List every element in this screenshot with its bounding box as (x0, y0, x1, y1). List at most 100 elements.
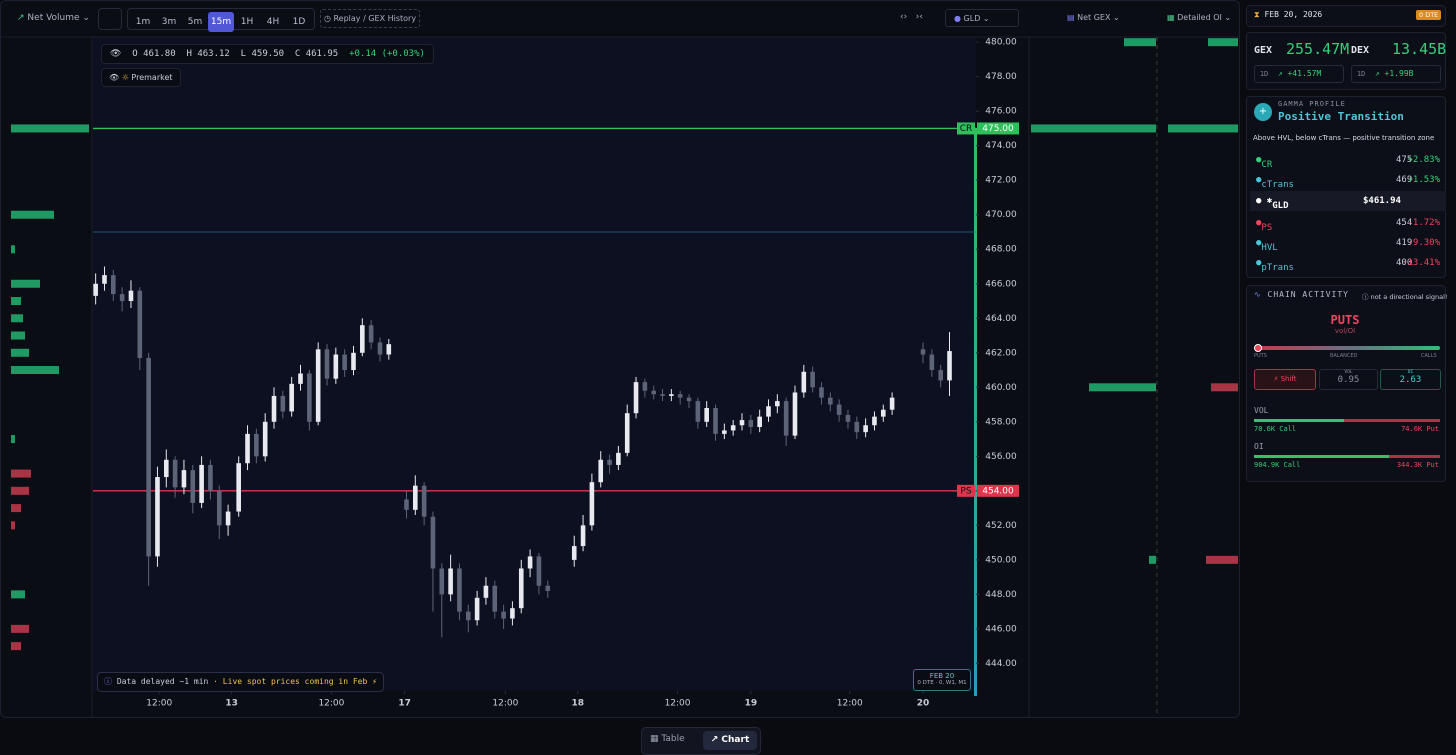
candle-body (518, 568, 524, 609)
level-row: ● CR 475 +2.83% (1256, 155, 1440, 170)
ohlc-key: O (132, 49, 138, 59)
period: 1D (1356, 70, 1366, 78)
y-tick-label: 474.00 (985, 141, 1017, 151)
gex-change-value: +41.57M (1287, 69, 1322, 78)
oi-profile-bar (1206, 555, 1238, 564)
candle-body (766, 406, 771, 417)
candle-body (845, 414, 851, 422)
dex-change: 1D ↗ +1.99B (1351, 65, 1441, 83)
candle-body (792, 392, 798, 436)
level-value: $461.94 (1363, 196, 1401, 206)
timeframe[interactable]: 4H (266, 17, 280, 27)
scale-label: CALLS (1421, 353, 1437, 359)
tab[interactable]: ▦ Table (650, 734, 685, 744)
icon-button[interactable]: ‹› ›‹ (900, 12, 923, 22)
timeframe[interactable]: 15m (208, 12, 234, 32)
candle-body (920, 349, 926, 355)
gamma-card (1246, 96, 1446, 278)
tab-active[interactable]: ↗ Chart (703, 731, 757, 750)
timeframe[interactable]: 5m (187, 17, 203, 27)
gex-change: 1D ↗ +41.57M (1254, 65, 1344, 83)
candle-body (938, 370, 943, 381)
timeframe[interactable]: 1D (292, 17, 306, 27)
timeframe[interactable]: 1H (240, 17, 254, 27)
timeframe[interactable]: 1m (135, 17, 151, 27)
plot-bg (93, 37, 976, 691)
x-tick-label: 18 (572, 699, 585, 709)
vol-title: VOL (1254, 406, 1269, 415)
candle-body (430, 516, 436, 569)
y-tick-label: 458.00 (985, 417, 1017, 427)
gex-profile-bar (1149, 555, 1156, 564)
candle-body (589, 482, 595, 526)
range-bar (974, 128, 977, 696)
oi-view-select[interactable]: ▦ Detailed OI ⌄ (1167, 13, 1232, 22)
indicator-select[interactable]: ↗ Net Volume ⌄ (17, 13, 90, 23)
period: 1D (1259, 70, 1269, 78)
level-value: 475 (1396, 155, 1413, 165)
gex-value: 255.47M (1286, 40, 1350, 58)
shift-chip[interactable]: ⚡ Shift (1254, 369, 1316, 390)
y-tick-label: 478.00 (985, 72, 1017, 82)
net-volume-bar (11, 624, 29, 633)
candle-body (342, 354, 347, 371)
oi-title: OI (1254, 442, 1264, 451)
x-tick-label: 20 (917, 699, 930, 709)
candle-body (739, 420, 745, 426)
candle-body (315, 349, 321, 422)
symbol-select[interactable]: ● GLD ⌄ (945, 9, 1019, 27)
candle-body (722, 430, 727, 434)
panel-date: ⧗ FEB 20, 2026 (1254, 10, 1323, 19)
net-volume-bar (11, 297, 21, 306)
candle-body (510, 608, 515, 619)
sentiment-knob (1254, 344, 1262, 352)
notice-text: Data delayed ~1 min (116, 677, 209, 686)
icon-button[interactable] (98, 8, 122, 30)
ohlc-change: +0.14 (+0.03%) (349, 49, 425, 59)
level-row: ● HVL 419 -9.30% (1256, 238, 1440, 253)
gex-view-select[interactable]: ▤ Net GEX ⌄ (1067, 13, 1120, 22)
net-volume-bar (11, 124, 89, 133)
candle-body (872, 416, 877, 426)
replay-button[interactable]: ◷ Replay / GEX History (320, 9, 420, 28)
candle-body (199, 464, 204, 503)
candle-body (730, 425, 736, 431)
replay-label: Replay / GEX History (333, 14, 417, 23)
level-tag: PS (960, 486, 971, 496)
chart-panel: 444.00 446.00 448.00 450.00 452.00 454.00 456.… (0, 0, 1240, 718)
level-pct: +2.83% (1407, 155, 1440, 165)
candle-body (686, 397, 692, 402)
y-tick-label: 446.00 (985, 624, 1017, 634)
x-tick-label: 12:00 (146, 699, 172, 709)
candle-body (474, 597, 480, 621)
oi-profile-bar (1168, 124, 1238, 133)
y-tick-label: 456.00 (985, 452, 1017, 462)
candle-body (280, 395, 286, 412)
candle-body (137, 290, 143, 358)
x-tick-label: 12:00 (665, 699, 691, 709)
gex-label: GEX (1254, 45, 1273, 56)
candle-body (545, 585, 551, 591)
level-row: ● PS 454 -1.72% (1256, 218, 1440, 233)
candle-body (333, 354, 339, 379)
chain-metric: vol/OI (1334, 327, 1356, 335)
candle-body (289, 383, 294, 412)
level-name: HVL (1261, 243, 1278, 253)
oi-profile-bar (1211, 383, 1238, 392)
candle-body (527, 556, 533, 569)
candle-body (863, 425, 868, 433)
vol-call: 70.6K Call (1254, 425, 1297, 433)
ohlc-value: 461.80 (143, 49, 176, 59)
y-tick-label: 472.00 (985, 176, 1017, 186)
chain-title: CHAIN ACTIVITY (1267, 290, 1349, 299)
oi-put: 344.3K Put (1396, 461, 1439, 469)
candle-body (102, 275, 107, 284)
y-tick-label: 460.00 (985, 383, 1017, 393)
candle-body (465, 611, 471, 621)
timeframe[interactable]: 3m (161, 17, 177, 27)
level-name: GLD (1272, 201, 1289, 211)
candle-body (457, 568, 462, 612)
candle-body (598, 459, 604, 483)
candle-body (854, 421, 860, 433)
oi-view-label: Detailed OI (1177, 13, 1222, 22)
